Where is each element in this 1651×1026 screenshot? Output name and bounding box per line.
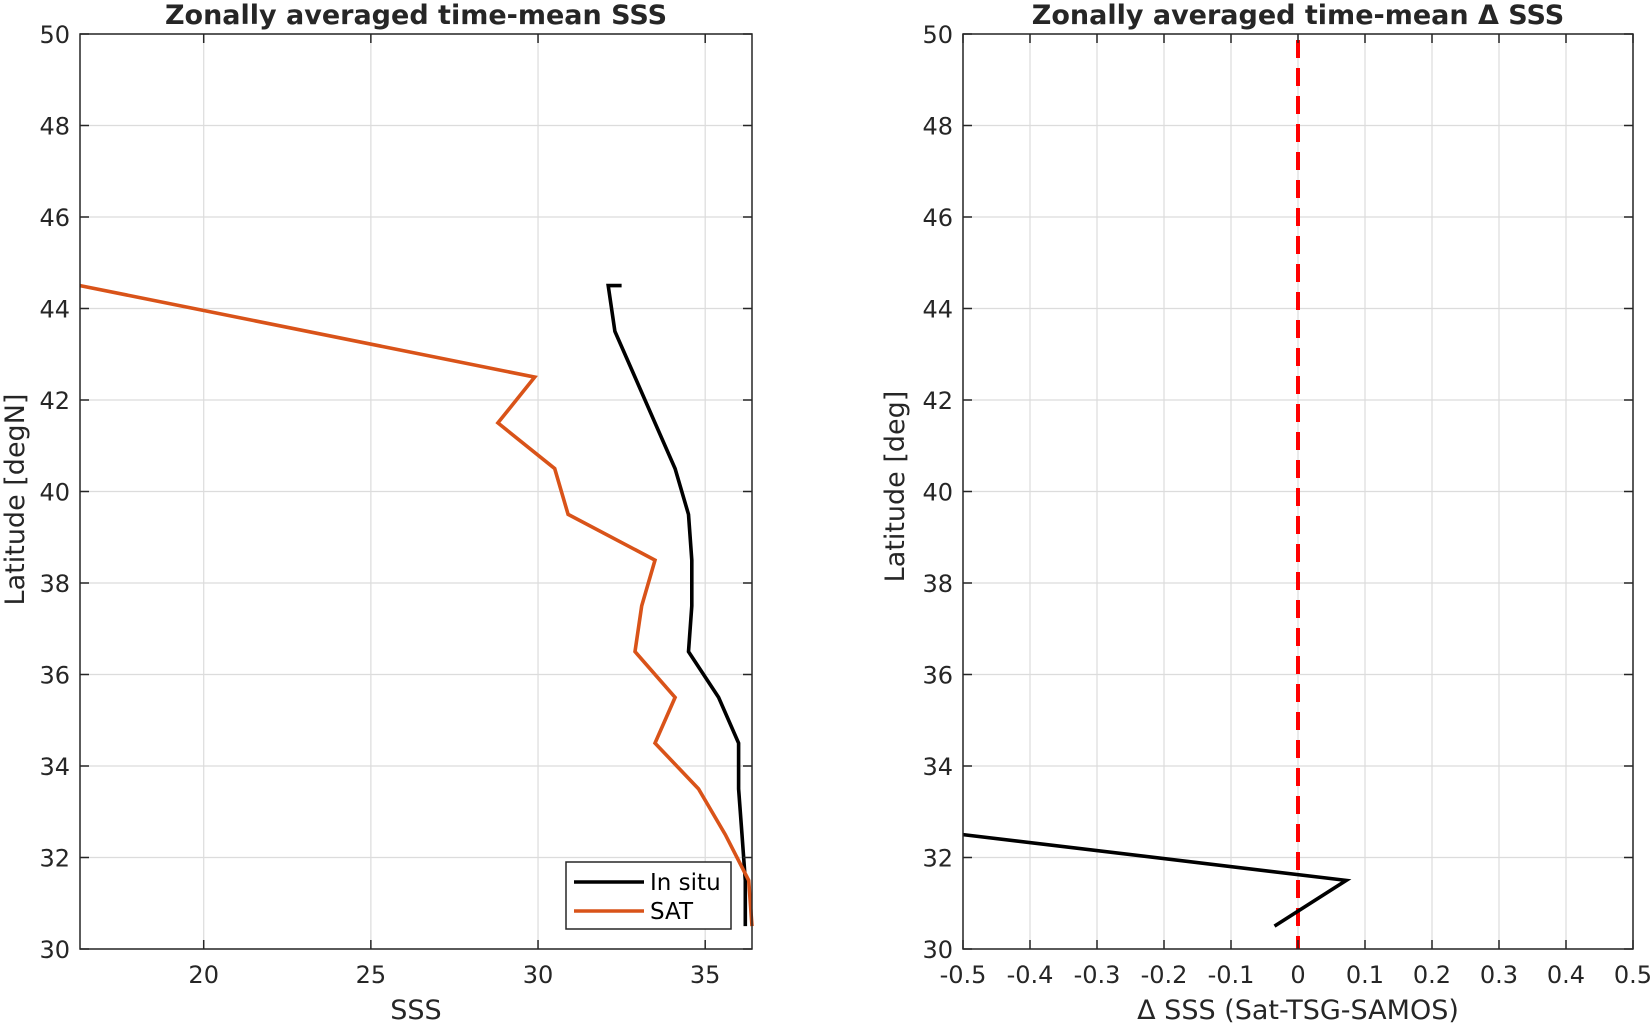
sss-panel: 20 25 30 35 30 32 34 36 38 40 42 44 46 48 50 Zonally a… [0,0,754,1026]
y-tick-label: 48 [922,113,953,141]
y-tick-label: 40 [39,479,70,507]
x-tick-label: 35 [690,961,721,989]
sss-chart-title: Zonally averaged time-mean SSS [165,0,667,31]
x-tick-label: -0.1 [1208,961,1255,989]
x-tick-label: -0.2 [1141,961,1188,989]
y-tick-label: 30 [922,936,953,964]
y-tick-label: 46 [922,204,953,232]
y-tick-label: 30 [39,936,70,964]
delta-sss-panel: -0.5 -0.4 -0.3 -0.2 -0.1 0 0.1 0.2 0.3 0.4 0.5 30 32… [880,0,1651,1026]
delta-chart-title: Zonally averaged time-mean Δ SSS [1032,0,1564,31]
series-line-in-situ [606,283,748,927]
y-tick-label: 38 [922,570,953,598]
x-tick-label: 0.5 [1614,961,1651,989]
x-tick-label: 0.4 [1547,961,1585,989]
series-line-delta [962,832,1352,928]
y-tick-label: 48 [39,113,70,141]
x-tick-label: 0 [1290,961,1305,989]
y-tick-label: 50 [922,21,953,49]
sss-x-axis-label: SSS [390,995,441,1026]
y-tick-label: 38 [39,570,70,598]
series-line-sat [79,283,754,927]
delta-x-axis-label: Δ SSS (Sat-TSG-SAMOS) [1137,995,1459,1026]
y-tick-label: 34 [922,753,953,781]
x-tick-label: 0.3 [1480,961,1518,989]
x-tick-label: -0.4 [1007,961,1054,989]
legend-label: In situ [650,870,721,896]
delta-y-axis-label: Latitude [deg] [880,391,911,583]
sss-y-axis-label: Latitude [degN] [0,394,31,606]
delta-series [962,40,1352,949]
legend-label: SAT [650,899,694,925]
sss-series [79,283,754,927]
y-tick-label: 50 [39,21,70,49]
x-tick-label: 20 [188,961,219,989]
y-tick-label: 32 [39,845,70,873]
sss-ticks: 20 25 30 35 30 32 34 36 38 40 42 44 46 48 50 [39,21,752,989]
delta-ticks: -0.5 -0.4 -0.3 -0.2 -0.1 0 0.1 0.2 0.3 0.4 0.5 30 32… [922,21,1651,989]
y-tick-label: 40 [922,479,953,507]
x-tick-label: 25 [356,961,387,989]
legend-box [565,861,732,930]
y-tick-label: 34 [39,753,70,781]
x-tick-label: -0.3 [1074,961,1121,989]
y-tick-label: 44 [922,296,953,324]
x-tick-label: -0.5 [940,961,987,989]
y-tick-label: 42 [922,387,953,415]
sss-grid [80,33,752,950]
y-tick-label: 36 [39,662,70,690]
x-tick-label: 0.1 [1346,961,1384,989]
x-tick-label: 30 [523,961,554,989]
y-tick-label: 32 [922,845,953,873]
y-tick-label: 44 [39,296,70,324]
sss-legend: In situ SAT [565,861,732,930]
y-tick-label: 42 [39,387,70,415]
x-tick-label: 0.2 [1413,961,1451,989]
y-tick-label: 36 [922,662,953,690]
y-tick-label: 46 [39,204,70,232]
